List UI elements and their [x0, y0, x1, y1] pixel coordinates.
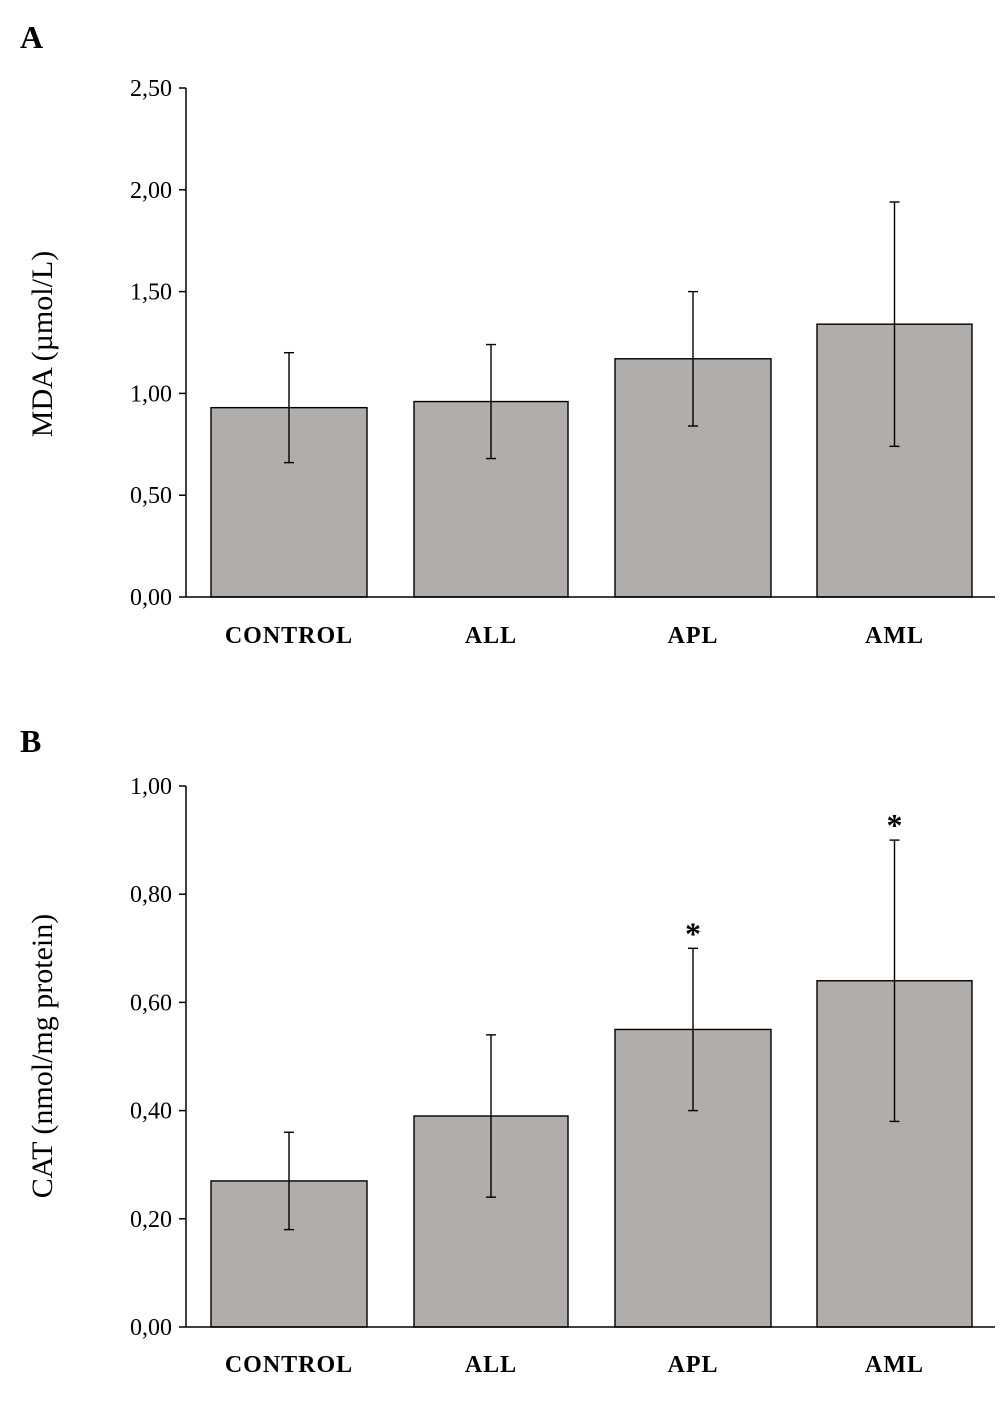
error-bar-control [284, 1131, 294, 1231]
y-tick-label: 0,20 [130, 1207, 172, 1233]
error-bar-all [486, 1034, 496, 1198]
y-tick-label: 0,00 [130, 1315, 172, 1341]
y-axis-title: MDA (µmol/L) [26, 251, 59, 437]
significance-marker: * [887, 807, 903, 843]
error-bar-aml: * [887, 807, 903, 1123]
x-tick-label: ALL [465, 1352, 517, 1378]
x-tick-label: ALL [465, 623, 517, 649]
error-bar-apl [688, 290, 698, 427]
panel-b: B CAT (nmol/mg protein) * * 0,00 0,20 0,40 0,… [20, 723, 995, 1378]
y-tick-label: 0,40 [130, 1099, 172, 1125]
plot-area: 0,00 0,50 1,00 1,50 2,00 2,50 CONTROL ALL APL AML [130, 76, 995, 649]
x-tick-label: CONTROL [225, 1352, 353, 1378]
x-tick-label: APL [668, 1352, 719, 1378]
x-tick-label: CONTROL [225, 623, 353, 649]
panel-a: A MDA (µmol/L) 0,00 0,50 1,00 1,50 2,00 2,50 C… [20, 19, 995, 649]
significance-marker: * [685, 915, 701, 951]
x-tick-label: APL [668, 623, 719, 649]
y-axis-title: CAT (nmol/mg protein) [26, 914, 59, 1198]
y-tick-label: 2,00 [130, 178, 172, 204]
plot-area: * * 0,00 0,20 0,40 0,60 0,80 1,00 CONTROL ALL APL A… [130, 774, 995, 1378]
y-tick-label: 0,60 [130, 990, 172, 1016]
error-bar-control [284, 351, 294, 464]
error-bar-all [486, 343, 496, 460]
y-tick-label: 0,80 [130, 882, 172, 908]
x-tick-label: AML [865, 1352, 924, 1378]
panel-label: B [20, 723, 41, 759]
y-tick-label: 1,50 [130, 280, 172, 306]
y-tick-label: 2,50 [130, 76, 172, 102]
y-tick-label: 1,00 [130, 774, 172, 800]
y-tick-label: 1,00 [130, 381, 172, 407]
error-bar-apl: * [685, 915, 701, 1112]
x-tick-label: AML [865, 623, 924, 649]
panel-label: A [20, 19, 43, 55]
y-tick-label: 0,50 [130, 483, 172, 509]
y-tick-label: 0,00 [130, 585, 172, 611]
error-bar-aml [889, 201, 900, 448]
